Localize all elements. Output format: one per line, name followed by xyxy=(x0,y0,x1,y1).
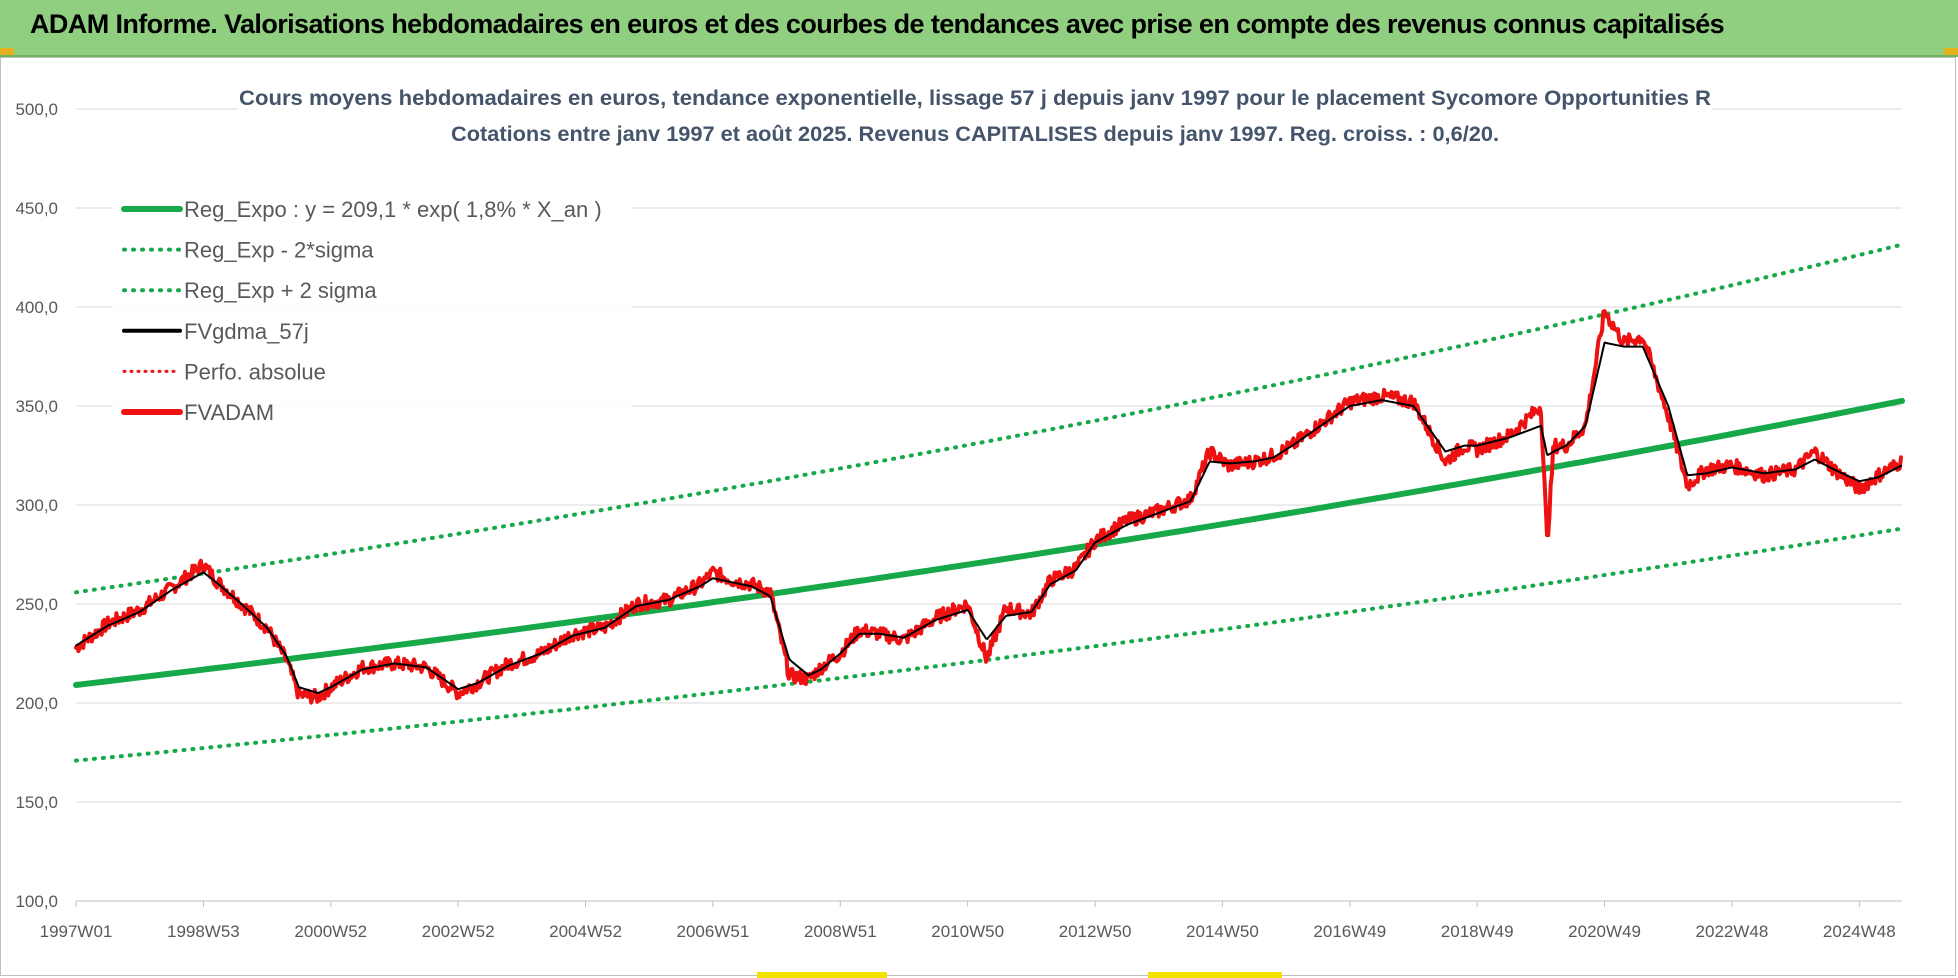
x-tick-label: 2022W48 xyxy=(1696,922,1769,941)
y-tick-label: 100,0 xyxy=(15,892,58,911)
chart-frame xyxy=(0,57,1956,976)
chart-title: Cours moyens hebdomadaires en euros, ten… xyxy=(238,78,1712,154)
series-line-reg_minus xyxy=(74,526,1904,763)
y-tick-label: 450,0 xyxy=(15,199,58,218)
y-tick-label: 250,0 xyxy=(15,595,58,614)
series-line-price xyxy=(74,309,1903,705)
x-tick-label: 2008W51 xyxy=(804,922,877,941)
x-tick-label: 2024W48 xyxy=(1823,922,1896,941)
x-tick-label: 1998W53 xyxy=(167,922,240,941)
x-tick-label: 2012W50 xyxy=(1059,922,1132,941)
y-tick-label: 150,0 xyxy=(15,793,58,812)
y-tick-label: 200,0 xyxy=(15,694,58,713)
header-title: ADAM Informe. Valorisations hebdomadaire… xyxy=(30,9,1725,39)
legend-label-reg_minus: Reg_Exp - 2*sigma xyxy=(184,238,374,263)
chart-title-line-1: Cours moyens hebdomadaires en euros, ten… xyxy=(239,87,1711,110)
series-line-reg_plus xyxy=(74,242,1904,595)
legend-label-perf: Perfo. absolue xyxy=(184,359,326,384)
legend-label-price: FVADAM xyxy=(184,400,274,425)
x-tick-label: 2010W50 xyxy=(931,922,1004,941)
series-layer xyxy=(73,242,1905,763)
axis-labels: 100,0 150,0 200,0 250,0 300,0 350,0 400,0 450,0… xyxy=(15,100,1895,941)
y-tick-label: 350,0 xyxy=(15,397,58,416)
bottom-tab-2 xyxy=(1148,972,1282,978)
corner-mark-right xyxy=(1944,48,1958,55)
x-tick-label: 2004W52 xyxy=(549,922,622,941)
x-tick-label: 2020W49 xyxy=(1568,922,1641,941)
series-line-ma xyxy=(75,341,1902,694)
y-tick-label: 300,0 xyxy=(15,496,58,515)
legend-label-reg_plus: Reg_Exp + 2 sigma xyxy=(184,278,377,303)
x-tick-label: 2014W50 xyxy=(1186,922,1259,941)
title-backdrop xyxy=(238,78,1712,154)
x-tick-label: 2016W49 xyxy=(1313,922,1386,941)
x-tick-label: 2018W49 xyxy=(1441,922,1514,941)
x-tick-label: 2006W51 xyxy=(677,922,750,941)
legend-backdrop xyxy=(112,188,632,428)
legend-label-reg: Reg_Expo : y = 209,1 * exp( 1,8% * X_an … xyxy=(184,197,602,222)
x-tick-label: 2002W52 xyxy=(422,922,495,941)
legend-label-ma: FVgdma_57j xyxy=(184,319,309,344)
bottom-tab-1 xyxy=(757,972,887,978)
corner-mark-left xyxy=(0,48,14,55)
x-tick-label: 1997W01 xyxy=(40,922,113,941)
header-bar: ADAM Informe. Valorisations hebdomadaire… xyxy=(0,0,1958,57)
chart-title-line-2: Cotations entre janv 1997 et août 2025. … xyxy=(451,123,1499,146)
legend: Reg_Expo : y = 209,1 * exp( 1,8% * X_an … xyxy=(112,188,632,428)
series-line-reg xyxy=(73,397,1905,688)
y-tick-label: 400,0 xyxy=(15,298,58,317)
y-tick-label: 500,0 xyxy=(15,100,58,119)
x-tick-label: 2000W52 xyxy=(294,922,367,941)
